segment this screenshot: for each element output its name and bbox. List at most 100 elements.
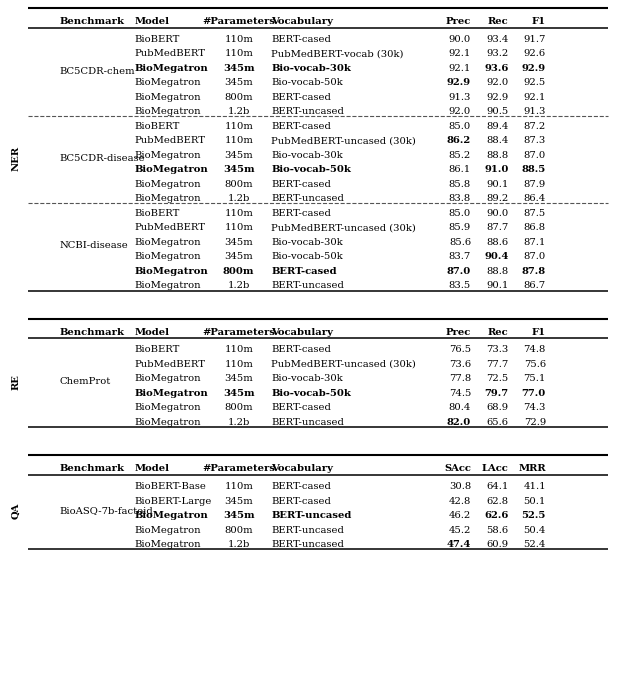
Text: 800m: 800m [225, 180, 253, 189]
Text: 1.2b: 1.2b [228, 194, 250, 204]
Text: BioMegatron: BioMegatron [134, 64, 208, 73]
Text: 87.0: 87.0 [447, 267, 471, 276]
Text: BERT-cased: BERT-cased [271, 122, 331, 131]
Text: 88.8: 88.8 [486, 267, 509, 276]
Text: 85.9: 85.9 [449, 223, 471, 232]
Text: PubMedBERT: PubMedBERT [134, 49, 205, 58]
Text: 87.3: 87.3 [524, 137, 546, 146]
Text: BERT-cased: BERT-cased [271, 93, 331, 102]
Text: 88.8: 88.8 [486, 151, 509, 160]
Text: BioMegatron: BioMegatron [134, 165, 208, 175]
Text: 92.0: 92.0 [449, 108, 471, 116]
Text: RE: RE [11, 374, 20, 389]
Text: 88.5: 88.5 [522, 165, 546, 175]
Text: BERT-uncased: BERT-uncased [271, 525, 344, 535]
Text: PubMedBERT-vocab (30k): PubMedBERT-vocab (30k) [271, 49, 404, 58]
Text: BERT-cased: BERT-cased [271, 345, 331, 355]
Text: BioBERT: BioBERT [134, 345, 180, 355]
Text: BioMegatron: BioMegatron [134, 180, 201, 189]
Text: 90.4: 90.4 [484, 253, 509, 261]
Text: QA: QA [11, 503, 20, 519]
Text: 1.2b: 1.2b [228, 108, 250, 116]
Text: 91.3: 91.3 [524, 108, 546, 116]
Text: 87.2: 87.2 [524, 122, 546, 131]
Text: 345m: 345m [224, 253, 253, 261]
Text: BioMegatron: BioMegatron [134, 93, 201, 102]
Text: 92.1: 92.1 [449, 64, 471, 73]
Text: 92.1: 92.1 [449, 49, 471, 58]
Text: PubMedBERT-uncased (30k): PubMedBERT-uncased (30k) [271, 360, 416, 369]
Text: 110m: 110m [224, 360, 253, 369]
Text: 41.1: 41.1 [524, 482, 546, 491]
Text: 85.0: 85.0 [449, 122, 471, 131]
Text: Model: Model [134, 464, 169, 473]
Text: #Parameters: #Parameters [202, 464, 275, 473]
Text: 89.2: 89.2 [486, 194, 509, 204]
Text: 90.0: 90.0 [449, 35, 471, 44]
Text: 345m: 345m [224, 151, 253, 160]
Text: 87.5: 87.5 [524, 209, 546, 218]
Text: 88.4: 88.4 [486, 137, 509, 146]
Text: 86.2: 86.2 [447, 137, 471, 146]
Text: BioBERT-Base: BioBERT-Base [134, 482, 206, 491]
Text: BioMegatron: BioMegatron [134, 403, 201, 412]
Text: Bio-vocab-50k: Bio-vocab-50k [271, 253, 343, 261]
Text: 50.1: 50.1 [524, 496, 546, 506]
Text: MRR: MRR [519, 464, 546, 473]
Text: Rec: Rec [488, 17, 509, 26]
Text: 345m: 345m [224, 79, 253, 87]
Text: 85.8: 85.8 [449, 180, 471, 189]
Text: BERT-uncased: BERT-uncased [271, 540, 344, 549]
Text: 83.8: 83.8 [449, 194, 471, 204]
Text: 87.1: 87.1 [524, 238, 546, 247]
Text: BC5CDR-chem: BC5CDR-chem [59, 66, 135, 76]
Text: Vocabulary: Vocabulary [271, 17, 333, 26]
Text: 73.3: 73.3 [486, 345, 509, 355]
Text: Bio-vocab-50k: Bio-vocab-50k [271, 165, 351, 175]
Text: 110m: 110m [224, 49, 253, 58]
Text: 110m: 110m [224, 122, 253, 131]
Text: 86.8: 86.8 [524, 223, 546, 232]
Text: 74.3: 74.3 [524, 403, 546, 412]
Text: BioBERT: BioBERT [134, 209, 180, 218]
Text: 87.8: 87.8 [522, 267, 546, 276]
Text: BERT-cased: BERT-cased [271, 180, 331, 189]
Text: 85.0: 85.0 [449, 209, 471, 218]
Text: Prec: Prec [446, 328, 471, 336]
Text: BioMegatron: BioMegatron [134, 374, 201, 383]
Text: 47.4: 47.4 [447, 540, 471, 549]
Text: NER: NER [11, 146, 20, 171]
Text: BioMegatron: BioMegatron [134, 418, 201, 427]
Text: 92.9: 92.9 [447, 79, 471, 87]
Text: PubMedBERT-uncased (30k): PubMedBERT-uncased (30k) [271, 223, 416, 232]
Text: 62.8: 62.8 [487, 496, 509, 506]
Text: BioMegatron: BioMegatron [134, 151, 201, 160]
Text: BERT-uncased: BERT-uncased [271, 418, 344, 427]
Text: 93.6: 93.6 [484, 64, 509, 73]
Text: 110m: 110m [224, 209, 253, 218]
Text: 345m: 345m [223, 165, 255, 175]
Text: 90.1: 90.1 [486, 180, 509, 189]
Text: 345m: 345m [224, 496, 253, 506]
Text: Bio-vocab-30k: Bio-vocab-30k [271, 64, 351, 73]
Text: 87.9: 87.9 [524, 180, 546, 189]
Text: 90.0: 90.0 [486, 209, 509, 218]
Text: BERT-cased: BERT-cased [271, 35, 331, 44]
Text: Rec: Rec [488, 328, 509, 336]
Text: #Parameters: #Parameters [202, 17, 275, 26]
Text: Bio-vocab-30k: Bio-vocab-30k [271, 374, 343, 383]
Text: 45.2: 45.2 [449, 525, 471, 535]
Text: 30.8: 30.8 [449, 482, 471, 491]
Text: 62.6: 62.6 [484, 511, 509, 520]
Text: BioMegatron: BioMegatron [134, 108, 201, 116]
Text: 82.0: 82.0 [447, 418, 471, 427]
Text: 77.7: 77.7 [486, 360, 509, 369]
Text: BioMegatron: BioMegatron [134, 267, 208, 276]
Text: 92.1: 92.1 [524, 93, 546, 102]
Text: 77.0: 77.0 [522, 389, 546, 398]
Text: 1.2b: 1.2b [228, 418, 250, 427]
Text: 91.3: 91.3 [449, 93, 471, 102]
Text: 800m: 800m [223, 267, 255, 276]
Text: BioMegatron: BioMegatron [134, 253, 201, 261]
Text: 64.1: 64.1 [486, 482, 509, 491]
